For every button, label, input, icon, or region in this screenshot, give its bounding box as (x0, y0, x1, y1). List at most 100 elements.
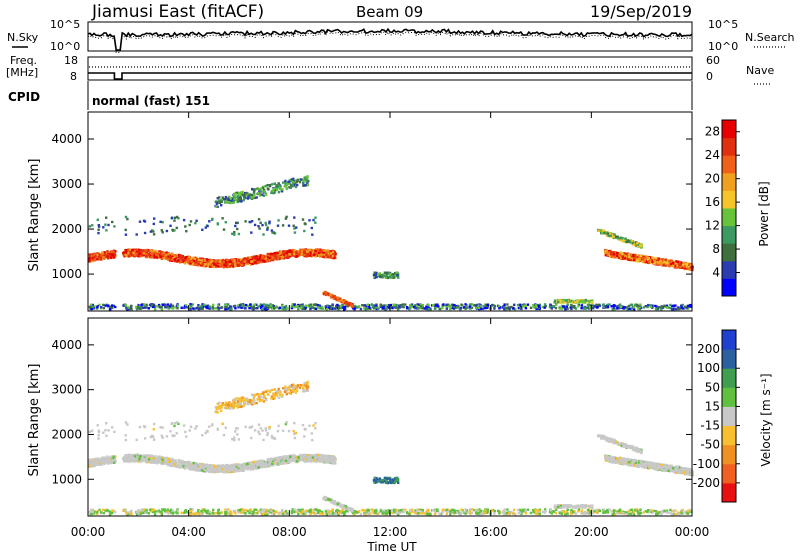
power-cell (604, 305, 607, 308)
power-cell (226, 262, 229, 265)
power-cell (254, 257, 257, 260)
power-cell (134, 248, 137, 251)
power-cell (106, 250, 109, 253)
power-cell (553, 301, 557, 304)
nave-label: Nave (746, 64, 774, 77)
power-cell (479, 307, 482, 310)
power-cell (365, 306, 368, 309)
power-cell (106, 255, 109, 258)
velocity-cell (234, 465, 237, 469)
power-cell (551, 305, 554, 308)
power-cell (534, 304, 538, 307)
power-cell (228, 264, 232, 267)
power-cell (454, 306, 458, 309)
power-cell (265, 305, 268, 308)
nsearch-label: N.Search (745, 31, 795, 44)
power-cell (145, 303, 148, 307)
power-cell (680, 306, 683, 309)
power-cell (621, 252, 624, 256)
power-cell (623, 240, 626, 243)
power-cell (469, 303, 472, 306)
power-cell (602, 306, 606, 309)
power-cell (145, 255, 148, 258)
power-cell (645, 258, 649, 262)
power-cell (503, 307, 506, 311)
power-cell (569, 306, 572, 309)
power-cell (321, 249, 324, 252)
power-cell (381, 273, 384, 277)
power-cell (647, 303, 650, 307)
power-cell (431, 304, 435, 307)
power-cell (653, 261, 656, 265)
power-cell (186, 257, 190, 260)
power-cell (155, 305, 158, 308)
power-cell (302, 178, 306, 182)
power-cell (463, 306, 466, 309)
power-cell (287, 256, 290, 259)
power-cell (136, 306, 140, 309)
power-cell (377, 307, 380, 310)
power-cell (391, 275, 394, 278)
power-cell (583, 307, 586, 310)
power-cell (559, 301, 563, 304)
power-cell (636, 241, 639, 245)
power-cell (566, 307, 569, 310)
power-cell (685, 264, 688, 268)
power-colorbar-label: 12 (705, 219, 720, 233)
freq-unit-label: [MHz] (6, 66, 38, 79)
power-cell (621, 256, 625, 259)
power-cell (419, 307, 422, 310)
power-cell (303, 176, 306, 179)
power-cell (112, 250, 115, 254)
power-cell (410, 304, 414, 307)
power-cell (667, 264, 670, 267)
power-cell (251, 187, 254, 191)
power-cell (384, 274, 388, 278)
velocity-cell (315, 453, 318, 456)
power-cell (90, 307, 94, 311)
power-cell (149, 249, 153, 253)
power-cell (167, 307, 170, 310)
power-cell (356, 306, 359, 309)
power-cell (452, 307, 456, 310)
power-cell (200, 263, 204, 267)
power-cell (227, 303, 230, 306)
power-cell (647, 258, 650, 262)
power-cell (649, 259, 652, 263)
power-cell (402, 305, 405, 309)
power-cell (97, 253, 100, 256)
y-tick-label: 1000 (51, 267, 82, 281)
power-cell (421, 303, 424, 307)
power-cell (224, 307, 227, 311)
power-cell (141, 306, 145, 310)
power-cell (107, 223, 110, 227)
power-cell (612, 304, 616, 307)
power-cell (245, 257, 248, 261)
power-cell (251, 256, 254, 259)
power-cell (259, 258, 262, 262)
power-cell (375, 304, 378, 307)
power-colorbar-swatch (722, 243, 736, 262)
power-cell (175, 226, 178, 230)
power-cell (404, 303, 407, 306)
power-cell (570, 300, 573, 303)
velocity-cell (160, 462, 164, 466)
velocity-cell (279, 459, 282, 462)
power-cell (241, 263, 244, 266)
power-cell (266, 184, 269, 187)
power-cell (151, 250, 154, 253)
power-cell (628, 307, 631, 311)
power-cell (275, 254, 278, 257)
power-cell (373, 271, 376, 274)
power-cell (277, 191, 281, 194)
power-cell (236, 191, 239, 194)
power-cell (239, 195, 242, 198)
power-cell (253, 303, 256, 306)
power-cell (669, 306, 672, 310)
power-cell (268, 184, 272, 188)
power-cell (312, 218, 315, 222)
power-cell (366, 307, 369, 311)
power-cell (638, 307, 641, 311)
power-cell (642, 257, 645, 260)
